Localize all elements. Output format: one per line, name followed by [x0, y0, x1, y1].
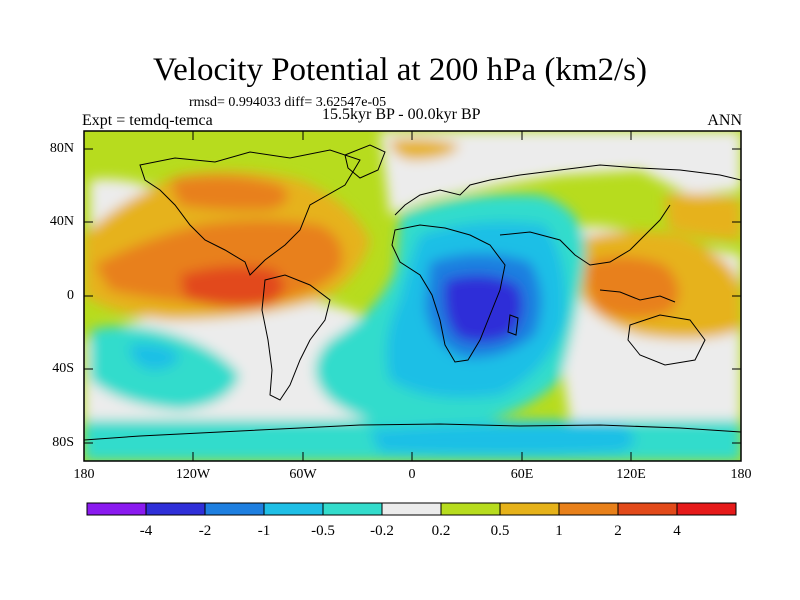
lon-label-60e: 60E [510, 467, 534, 482]
experiment-label: Expt = temdq-temca [82, 112, 213, 129]
contour-cool-8 [443, 275, 523, 343]
colorbar-label: -2 [198, 523, 212, 539]
contour-warm-wp-2 [586, 256, 679, 319]
contour-neutral-arctic [380, 131, 741, 215]
colorbar-box [322, 502, 383, 516]
colorbar-label: -0.2 [370, 523, 394, 539]
lat-label-80s: 80S [52, 435, 74, 450]
colorbar-label: -0.5 [311, 523, 335, 539]
season-label: ANN [707, 112, 742, 129]
lon-label-120w: 120W [175, 467, 211, 482]
coastlines [84, 144, 741, 441]
coast-europe [394, 164, 741, 216]
lat-label-80n: 80N [49, 141, 74, 156]
lat-label-40n: 40N [49, 214, 74, 229]
colorbar-label: 1 [555, 523, 563, 539]
colorbar-box [499, 502, 560, 516]
lon-label-60w: 60W [289, 467, 317, 482]
colorbar-box [381, 502, 442, 516]
colorbar-label: 2 [614, 523, 622, 539]
contour-cool-6 [370, 423, 635, 455]
lon-label-0: 0 [408, 467, 416, 482]
colorbar-box [86, 502, 147, 516]
contour-field [84, 131, 741, 461]
colorbar [86, 502, 737, 516]
colorbar-box [145, 502, 206, 516]
coast-madagascar [507, 314, 519, 336]
colorbar-box [617, 502, 678, 516]
coast-greenland [344, 144, 386, 179]
lat-label-40s: 40S [52, 361, 74, 376]
colorbar-label: 0.2 [431, 523, 451, 539]
colorbar-label: -4 [139, 523, 153, 539]
colorbar-box [204, 502, 265, 516]
coast-asia [499, 204, 671, 266]
coast-africa [391, 224, 506, 363]
chart-title: Velocity Potential at 200 hPa (km2/s) [152, 52, 648, 88]
coast-north-america [139, 149, 361, 276]
lon-label-120e: 120E [616, 467, 646, 482]
colorbar-label: -1 [257, 523, 271, 539]
lon-label-180w: 180 [73, 467, 95, 482]
colorbar-box [263, 502, 324, 516]
colorbar-box [676, 502, 737, 516]
contour-cool-5 [129, 343, 180, 370]
colorbar-label: 4 [673, 523, 681, 539]
lon-label-180e: 180 [730, 467, 752, 482]
coast-antarctica [84, 423, 741, 441]
contour-warm-ne [390, 138, 460, 160]
coast-australia [627, 314, 706, 366]
lat-label-0: 0 [67, 288, 74, 303]
contour-warm-wp-3 [665, 193, 741, 240]
colorbar-label: 0.5 [490, 523, 510, 539]
contour-warm-na-3 [170, 176, 288, 211]
coast-indonesia [599, 289, 676, 303]
contour-warm-na-4 [180, 266, 284, 308]
axis-ticks [84, 131, 741, 461]
colorbar-box [440, 502, 501, 516]
period-label: 15.5kyr BP - 00.0kyr BP [322, 106, 481, 123]
colorbar-box [558, 502, 619, 516]
stats-text: rmsd= 0.994033 diff= 3.62547e-05 [189, 95, 387, 110]
coast-south-america [261, 274, 331, 401]
